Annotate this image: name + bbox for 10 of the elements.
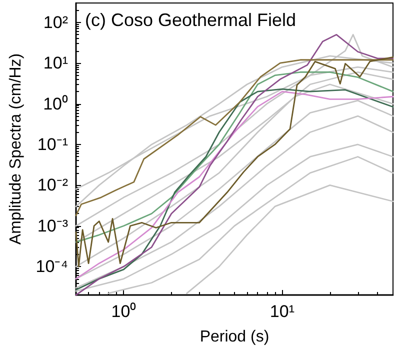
y-tick-label: 10⁻⁴ bbox=[36, 257, 68, 276]
y-tick-label: 10⁻³ bbox=[37, 216, 68, 236]
y-tick-label: 10⁻² bbox=[37, 176, 68, 195]
y-tick-label: 10² bbox=[43, 12, 68, 32]
x-axis-title: Period (s) bbox=[200, 328, 270, 346]
chart-title: (c) Coso Geothermal Field bbox=[85, 10, 296, 30]
y-tick-label: 10⁻¹ bbox=[37, 134, 68, 154]
y-axis-title: Amplitude Spectra (cm/Hz) bbox=[8, 53, 24, 245]
y-tick-label: 10¹ bbox=[43, 54, 68, 73]
y-tick-label: 10⁰ bbox=[43, 94, 68, 114]
